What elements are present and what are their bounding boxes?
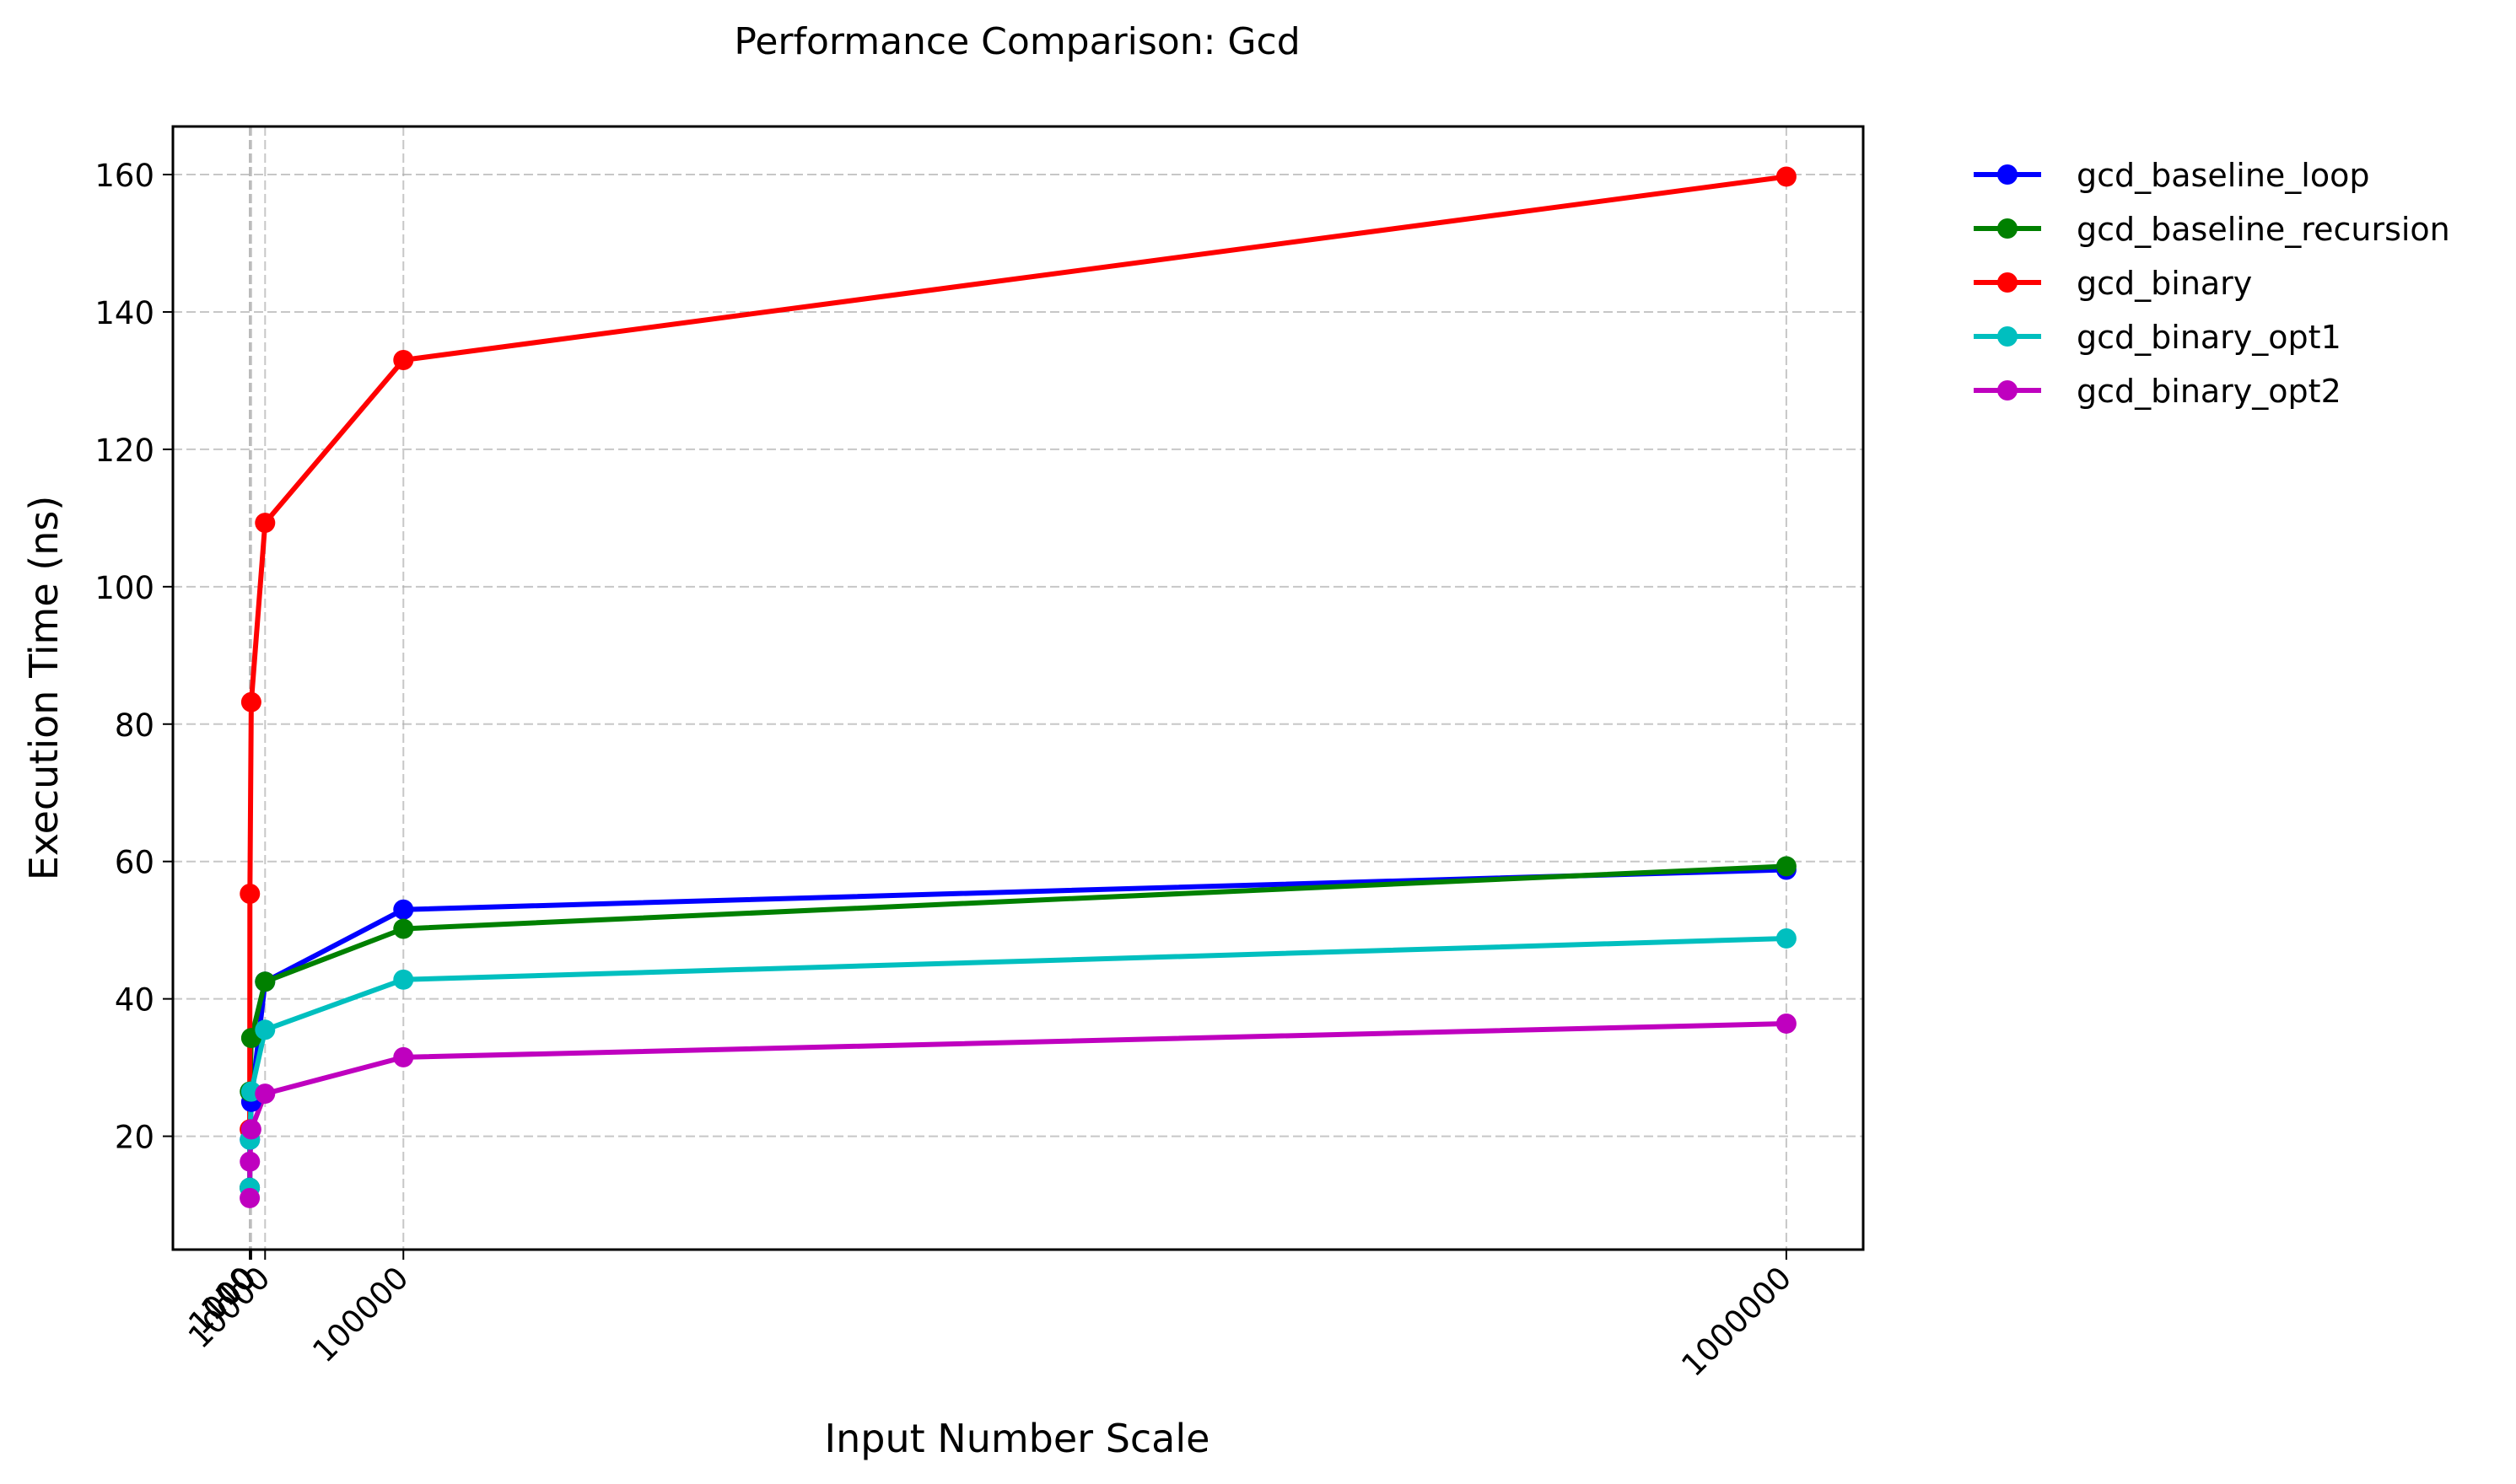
- data-point-gcd_binary: [255, 513, 276, 534]
- data-point-gcd_binary: [393, 349, 414, 370]
- series-lines: [247, 174, 1787, 1198]
- legend-swatch-marker: [1997, 380, 2018, 401]
- legend-item: gcd_binary_opt1: [1974, 319, 2341, 356]
- data-points: [240, 166, 1797, 1208]
- data-point-gcd_binary_opt2: [255, 1083, 276, 1105]
- y-tick-label: 140: [94, 295, 154, 331]
- x-axis-label: Input Number Scale: [825, 1416, 1210, 1461]
- legend-label: gcd_binary_opt2: [2077, 373, 2341, 410]
- y-tick-label: 100: [94, 570, 154, 606]
- legend-label: gcd_binary: [2077, 265, 2252, 302]
- series-line-gcd_binary_opt1: [247, 936, 1786, 1188]
- data-point-gcd_binary_opt1: [393, 969, 414, 990]
- y-tick-label: 20: [115, 1120, 154, 1156]
- y-tick-label: 40: [115, 982, 154, 1019]
- legend: gcd_baseline_loop gcd_baseline_recursiong…: [1974, 157, 2450, 410]
- series-line-gcd_binary: [247, 174, 1787, 1130]
- data-point-gcd_baseline_recursion: [255, 971, 276, 992]
- data-point-gcd_baseline_recursion: [393, 918, 414, 939]
- plot-frame: [171, 125, 1865, 1251]
- legend-item: gcd_baseline_loop: [1974, 157, 2369, 194]
- series-line-gcd_binary_opt2: [247, 1021, 1786, 1198]
- data-point-gcd_binary_opt2: [240, 1151, 261, 1172]
- data-point-gcd_binary_opt2: [240, 1119, 261, 1140]
- data-point-gcd_baseline_loop: [393, 899, 414, 920]
- legend-item: gcd_baseline_recursion: [1974, 211, 2450, 248]
- y-axis-ticks: 20 40 60 80 100 120 140 160: [94, 158, 173, 1156]
- data-point-gcd_binary_opt2: [240, 1187, 261, 1208]
- data-point-gcd_binary_opt2: [393, 1046, 414, 1067]
- data-point-gcd_baseline_recursion: [1775, 856, 1797, 877]
- legend-label: gcd_binary_opt1: [2077, 319, 2341, 356]
- grid: [173, 126, 1863, 1250]
- x-tick-label: 100000: [305, 1260, 415, 1369]
- y-tick-label: 80: [115, 707, 154, 744]
- legend-swatch-marker: [1997, 272, 2018, 293]
- data-point-gcd_binary_opt2: [1775, 1013, 1797, 1034]
- legend-swatch-marker: [1997, 326, 2018, 347]
- legend-item: gcd_binary: [1974, 265, 2252, 302]
- legend-label: gcd_baseline_loop: [2077, 157, 2369, 194]
- data-point-gcd_binary: [1775, 166, 1797, 187]
- y-tick-label: 160: [94, 158, 154, 194]
- legend-swatch-marker: [1997, 164, 2018, 185]
- chart-title: Performance Comparison: Gcd: [734, 20, 1300, 63]
- legend-label: gcd_baseline_recursion: [2077, 211, 2450, 248]
- y-tick-label: 60: [115, 845, 154, 881]
- x-tick-label: 1000000: [1674, 1260, 1798, 1384]
- legend-item: gcd_binary_opt2: [1974, 373, 2341, 410]
- data-point-gcd_binary_opt1: [255, 1019, 276, 1040]
- data-point-gcd_binary_opt1: [1775, 928, 1797, 949]
- data-point-gcd_binary: [240, 691, 261, 712]
- y-tick-label: 120: [94, 433, 154, 469]
- data-point-gcd_binary: [240, 883, 261, 904]
- y-axis-label: Execution Time (ns): [21, 496, 67, 881]
- legend-swatch-marker: [1997, 218, 2018, 239]
